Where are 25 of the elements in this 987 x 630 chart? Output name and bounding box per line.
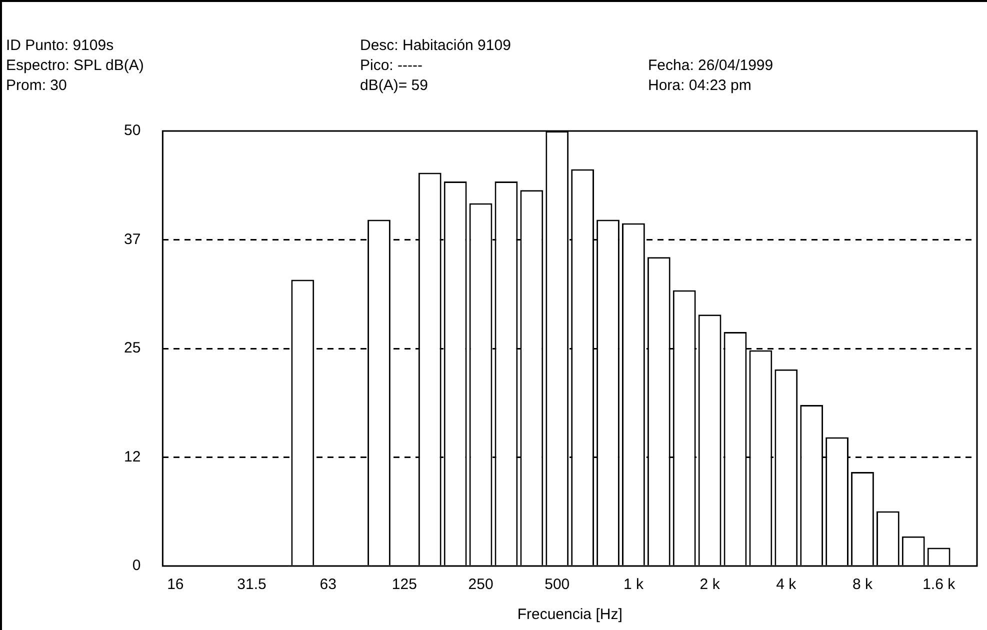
x-tick-label: 16 <box>167 576 184 594</box>
x-tick-label: 250 <box>468 576 494 594</box>
text: Prom: 30 <box>6 76 68 96</box>
x-tick-label: 1.6 k <box>922 576 956 594</box>
y-tick-label: 50 <box>124 122 141 140</box>
text: ID Punto: 9109s <box>6 36 115 56</box>
x-tick-label: 31.5 <box>237 576 266 594</box>
x-tick-label: 2 k <box>700 576 720 594</box>
x-tick-label: 125 <box>392 576 417 594</box>
text: Pico: ----- <box>360 56 424 76</box>
text: dB(A)= 59 <box>360 76 429 96</box>
y-tick-label: 0 <box>132 557 141 574</box>
text: Desc: Habitación 9109 <box>360 36 511 56</box>
y-tick-label: 12 <box>124 448 141 466</box>
x-tick-label: 4 k <box>776 576 797 594</box>
y-tick-label: 37 <box>124 230 141 248</box>
x-tick-label: 63 <box>320 576 336 594</box>
text: Fecha: 26/04/1999 <box>648 56 774 76</box>
y-tick-label: 25 <box>124 340 141 357</box>
text: Espectro: SPL dB(A) <box>6 56 144 76</box>
x-tick-label: 1 k <box>623 576 644 594</box>
x-axis-title: Frecuencia [Hz] <box>517 606 622 624</box>
x-tick-label: 8 k <box>852 576 873 594</box>
text: Hora: 04:23 pm <box>648 76 752 96</box>
x-tick-label: 500 <box>544 576 570 594</box>
